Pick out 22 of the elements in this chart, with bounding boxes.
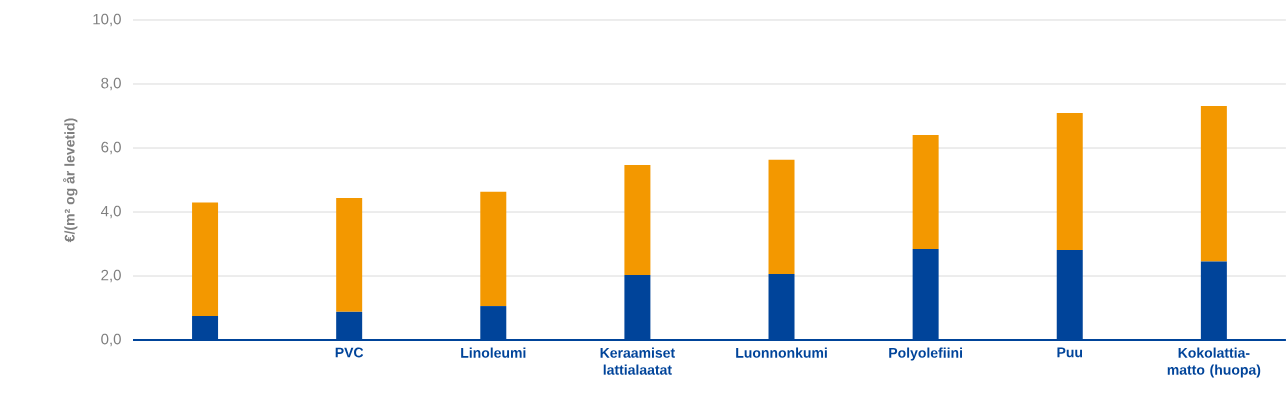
- x-tick-label: Linoleumi: [461, 347, 526, 358]
- x-tick-label: Luonnonkumi: [736, 347, 827, 358]
- y-axis-title: €/(m² og år levetid): [62, 118, 78, 243]
- bar: [336, 197, 363, 312]
- y-tick-label: 4,0: [100, 205, 121, 219]
- bar: [912, 134, 939, 250]
- x-tick-label: Polyolefiini: [889, 347, 962, 361]
- bar: [1200, 106, 1227, 262]
- x-tick-label: Keraamiset lattialaatat: [600, 347, 675, 375]
- y-tick-label: 8,0: [101, 77, 121, 91]
- bar: [768, 159, 795, 275]
- y-tick-label: 0,0: [101, 333, 121, 347]
- bar: [480, 191, 507, 307]
- x-tick-label: Kokolattia-matto (huopa): [1167, 347, 1261, 378]
- bar: [192, 202, 219, 316]
- y-tick-label: 2,0: [101, 269, 121, 283]
- x-tick-label: PVC: [335, 347, 364, 358]
- y-tick-label: 10,0: [93, 13, 121, 27]
- bar: [1056, 113, 1083, 251]
- bar: [624, 164, 651, 276]
- x-tick-label: Puu: [1057, 347, 1083, 358]
- y-tick-label: 6,0: [101, 141, 121, 155]
